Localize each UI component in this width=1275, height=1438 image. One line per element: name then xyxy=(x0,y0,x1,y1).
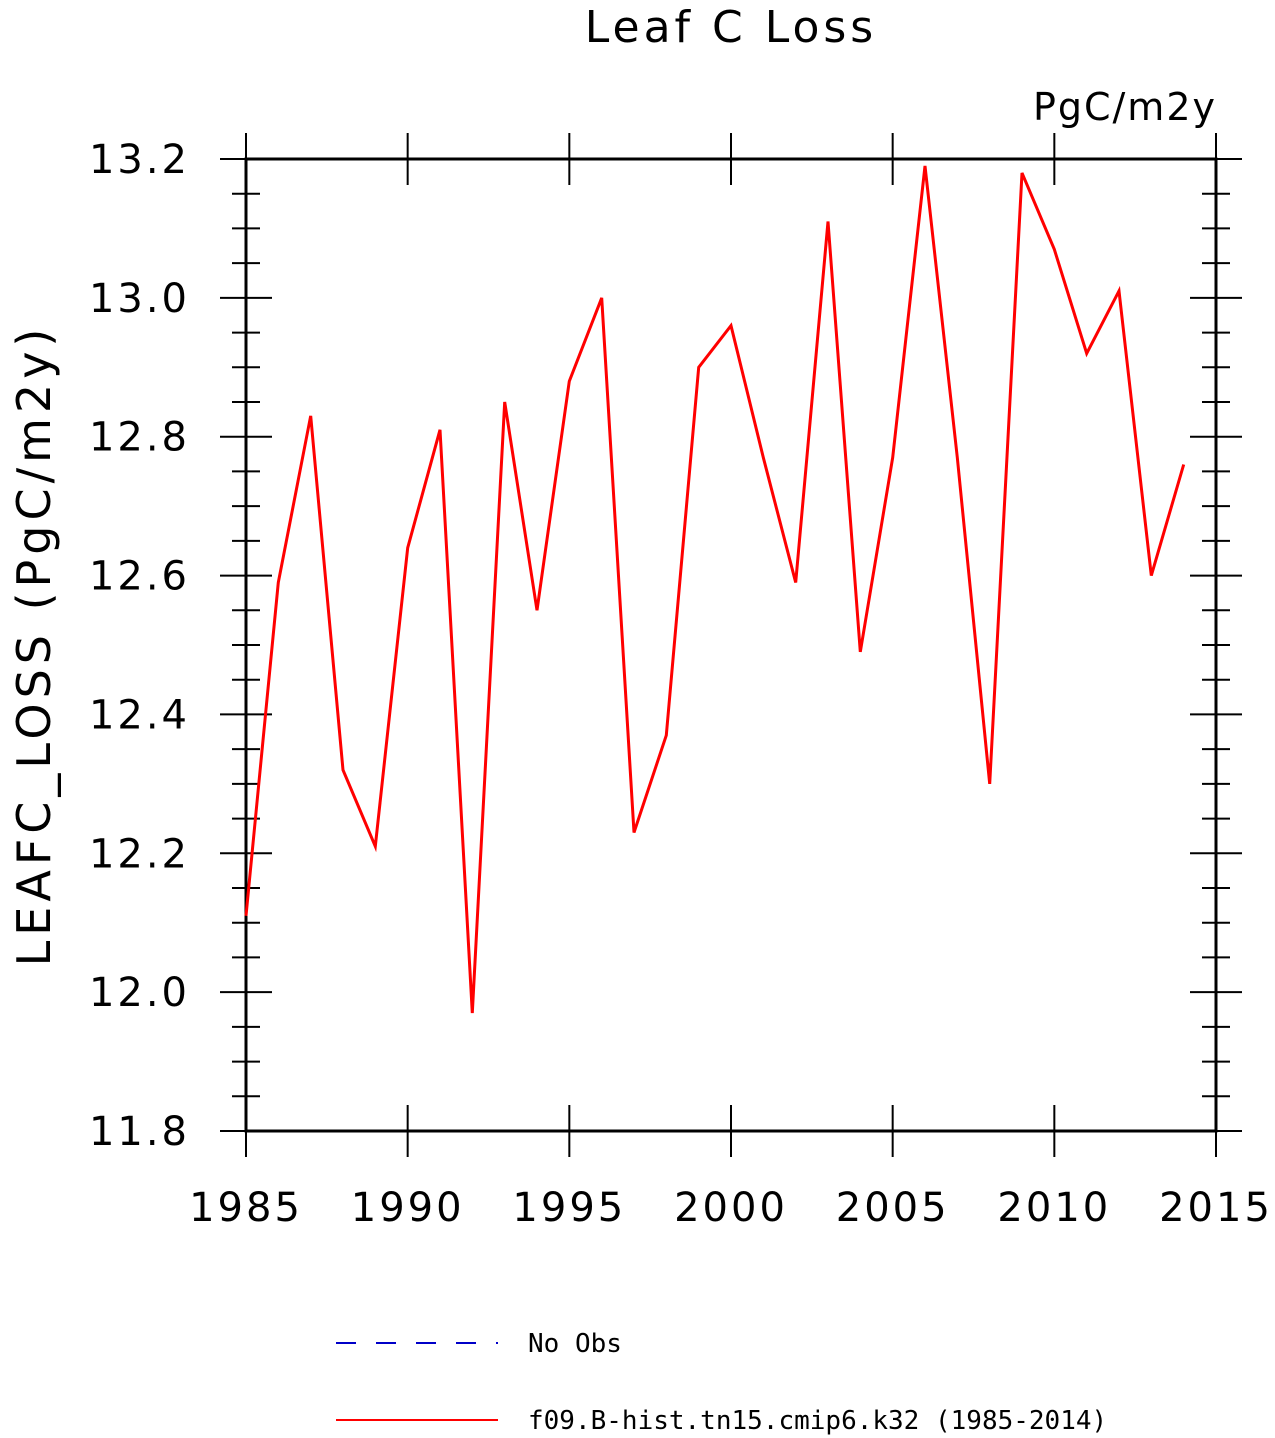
chart-title: Leaf C Loss xyxy=(585,2,877,53)
y-tick-labels: 11.8 12.0 12.2 12.4 12.6 12.8 13.0 13.2 xyxy=(89,137,190,1155)
y-tick-label: 12.2 xyxy=(89,831,190,877)
x-tick-labels: 1985 1990 1995 2000 2005 2010 2015 xyxy=(189,1185,1273,1231)
y-tick-label: 12.0 xyxy=(89,970,190,1016)
y-tick-label: 12.6 xyxy=(89,554,190,600)
y-tick-label: 11.8 xyxy=(89,1109,190,1155)
y-axis-label: LEAFC_LOSS (PgC/m2y) xyxy=(7,324,61,967)
x-tick-label: 1985 xyxy=(189,1185,303,1231)
x-tick-label: 2000 xyxy=(674,1185,788,1231)
y-tick-label: 12.8 xyxy=(89,415,190,461)
x-tick-label: 1995 xyxy=(512,1185,626,1231)
x-tick-label: 2010 xyxy=(997,1185,1111,1231)
y-tick-label: 13.0 xyxy=(89,276,190,322)
x-tick-label: 1990 xyxy=(351,1185,465,1231)
axis-ticks xyxy=(220,133,1242,1157)
legend-label-model: f09.B-hist.tn15.cmip6.k32 (1985-2014) xyxy=(528,1406,1107,1436)
legend-label-no-obs: No Obs xyxy=(528,1329,622,1359)
x-tick-label: 2015 xyxy=(1159,1185,1273,1231)
series-line xyxy=(244,165,1186,1014)
legend: No Obs f09.B-hist.tn15.cmip6.k32 (1985-2… xyxy=(336,1329,1107,1436)
units-label: PgC/m2y xyxy=(1033,85,1217,129)
y-tick-label: 13.2 xyxy=(89,137,190,183)
y-tick-label: 12.4 xyxy=(89,692,190,738)
x-tick-label: 2005 xyxy=(836,1185,950,1231)
